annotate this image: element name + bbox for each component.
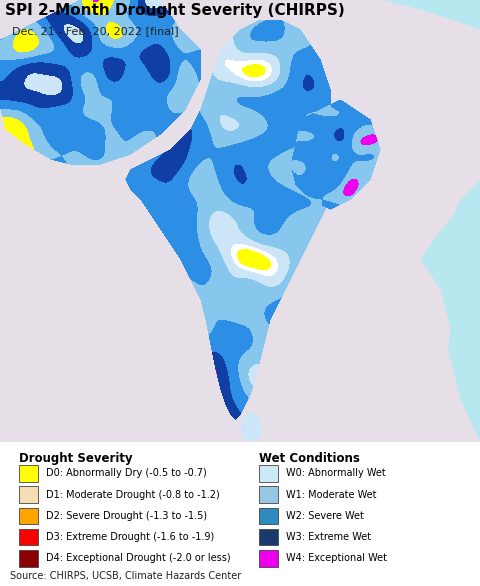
- Bar: [259, 529, 278, 546]
- Text: W2: Severe Wet: W2: Severe Wet: [286, 511, 363, 521]
- Bar: [19, 550, 38, 567]
- Text: W3: Extreme Wet: W3: Extreme Wet: [286, 532, 371, 542]
- Bar: [259, 486, 278, 503]
- Bar: [259, 465, 278, 482]
- Text: W4: Exceptional Wet: W4: Exceptional Wet: [286, 553, 386, 563]
- Text: D2: Severe Drought (-1.3 to -1.5): D2: Severe Drought (-1.3 to -1.5): [46, 511, 207, 521]
- Text: W0: Abnormally Wet: W0: Abnormally Wet: [286, 468, 385, 478]
- Text: D0: Abnormally Dry (-0.5 to -0.7): D0: Abnormally Dry (-0.5 to -0.7): [46, 468, 206, 478]
- Text: D4: Exceptional Drought (-2.0 or less): D4: Exceptional Drought (-2.0 or less): [46, 553, 230, 563]
- Bar: [19, 486, 38, 503]
- Bar: [259, 550, 278, 567]
- Text: D1: Moderate Drought (-0.8 to -1.2): D1: Moderate Drought (-0.8 to -1.2): [46, 489, 219, 499]
- Text: Source: CHIRPS, UCSB, Climate Hazards Center: Source: CHIRPS, UCSB, Climate Hazards Ce…: [10, 571, 241, 581]
- Bar: [19, 529, 38, 546]
- Text: D3: Extreme Drought (-1.6 to -1.9): D3: Extreme Drought (-1.6 to -1.9): [46, 532, 214, 542]
- Text: Dec. 21 - Feb. 20, 2022 [final]: Dec. 21 - Feb. 20, 2022 [final]: [12, 26, 179, 36]
- Text: Drought Severity: Drought Severity: [19, 452, 133, 465]
- Text: W1: Moderate Wet: W1: Moderate Wet: [286, 489, 376, 499]
- Bar: [19, 465, 38, 482]
- Text: Wet Conditions: Wet Conditions: [259, 452, 360, 465]
- Bar: [259, 507, 278, 524]
- Text: SPI 2-Month Drought Severity (CHIRPS): SPI 2-Month Drought Severity (CHIRPS): [5, 3, 345, 18]
- Bar: [19, 507, 38, 524]
